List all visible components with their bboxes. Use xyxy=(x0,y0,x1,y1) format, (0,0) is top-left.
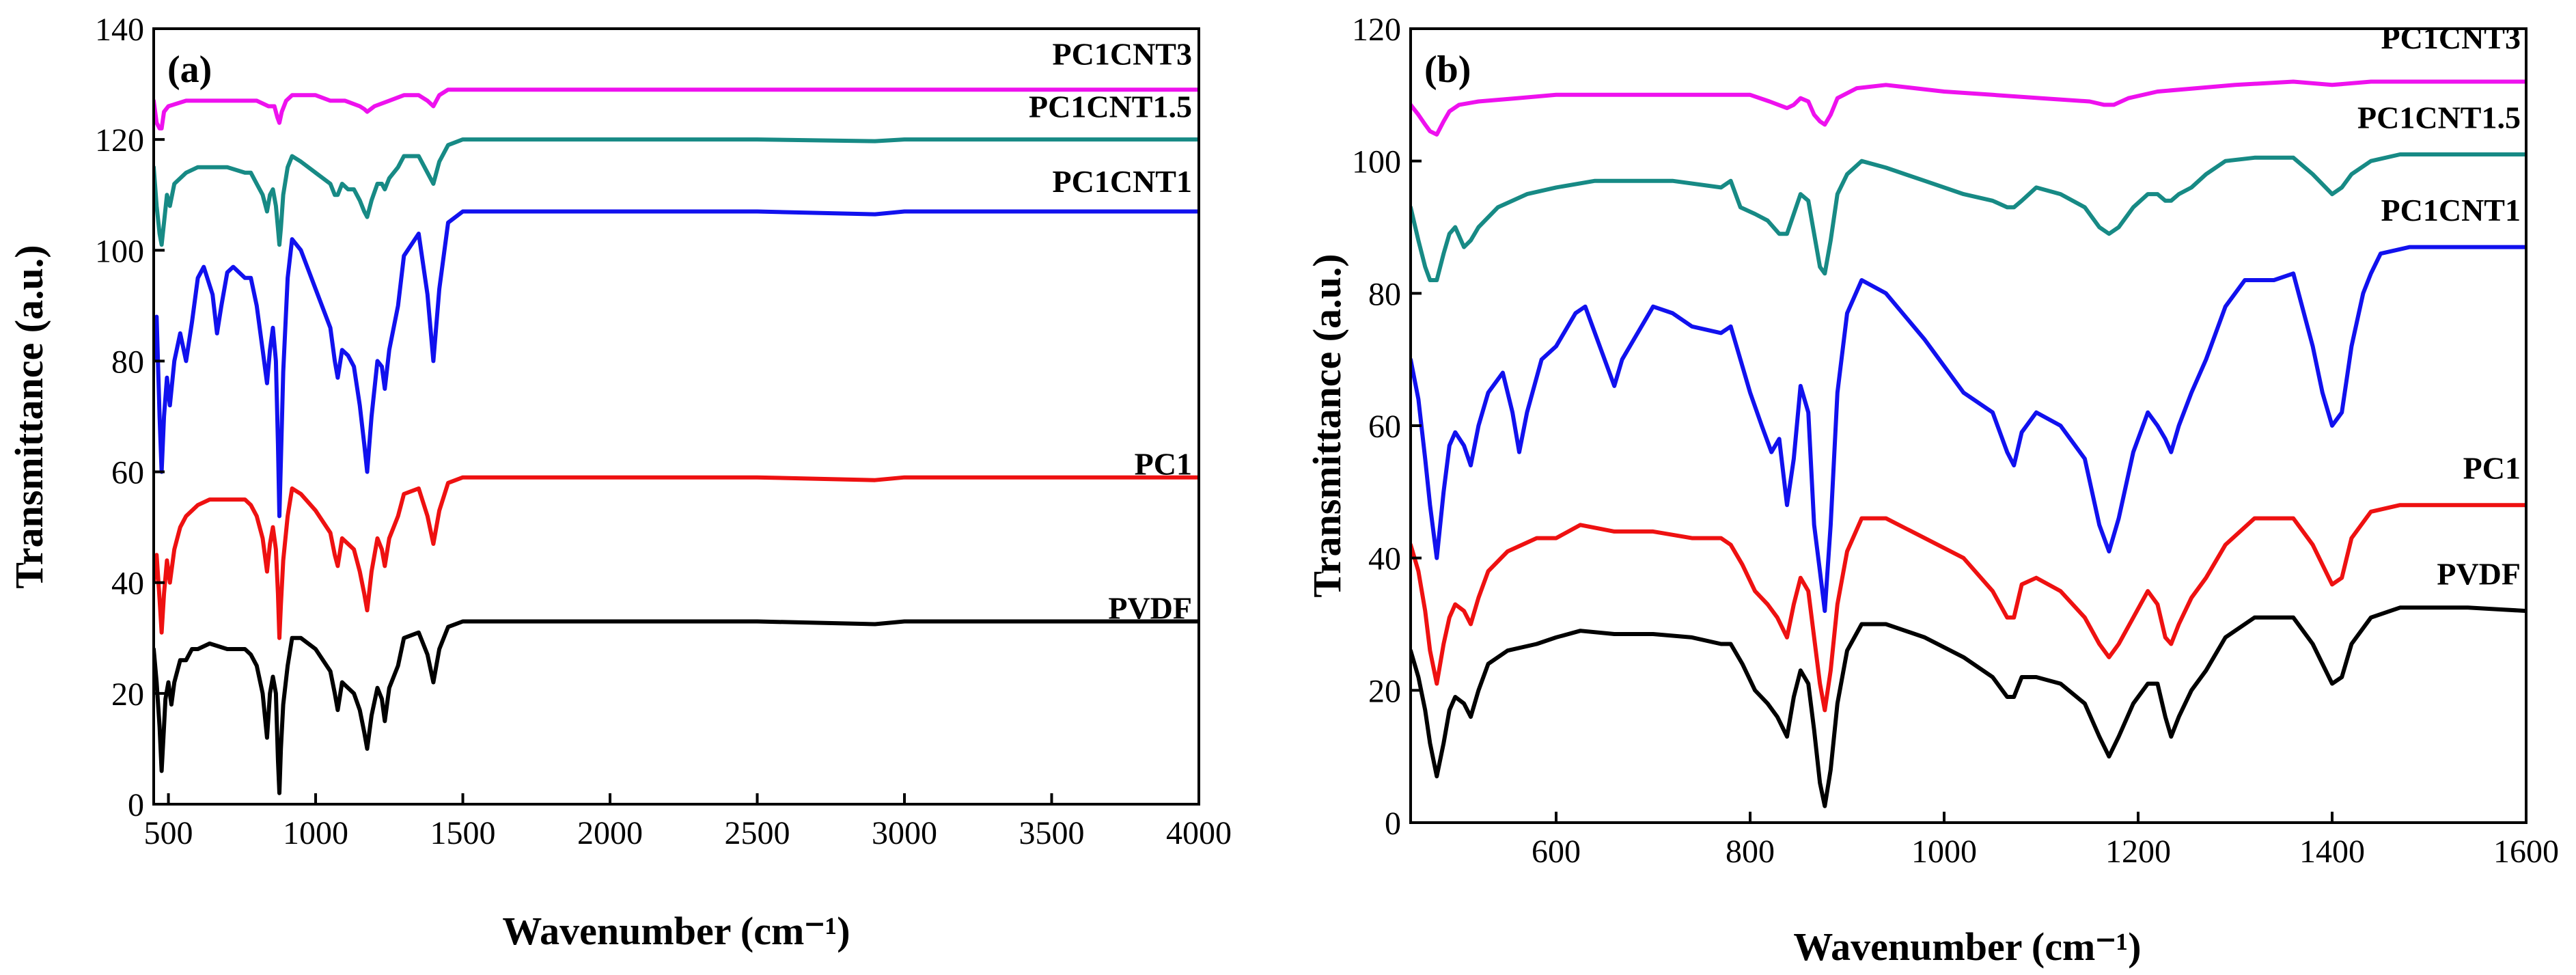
panel-a-series-label-pc1cnt1: PC1CNT1 xyxy=(1053,164,1192,199)
panel-b-series-label-pvdf: PVDF xyxy=(2437,556,2521,591)
panel-a-x-tick-label: 3000 xyxy=(872,815,937,851)
panel-b-x-axis-title: Wavenumber (cm⁻¹) xyxy=(1793,924,2141,969)
panel-a-series-lines xyxy=(154,87,1199,795)
panel-a-series-label-pc1cnt3: PC1CNT3 xyxy=(1053,37,1192,72)
panel-b-series-label-pc1cnt1: PC1CNT1 xyxy=(2381,193,2521,228)
panel-b-y-tick-label: 60 xyxy=(1368,409,1401,445)
panel-a-series-pvdf-line xyxy=(154,619,1199,795)
panel-b-plot-frame xyxy=(1409,27,2527,824)
panel-b-series-pc1cnt1-line xyxy=(1411,245,2526,614)
panel-a-x-tick-label: 4000 xyxy=(1166,815,1232,851)
panel-a-x-tick-label: 3500 xyxy=(1019,815,1085,851)
panel-b-x-tick-label: 1000 xyxy=(1911,834,1977,870)
panel-b-series-pvdf-line xyxy=(1411,605,2526,808)
panel-b-series-label-pc1cnt1-5: PC1CNT1.5 xyxy=(2357,100,2521,135)
panel-b-y-tick-label: 0 xyxy=(1385,806,1401,842)
panel-b-series-pc1cnt3-line xyxy=(1411,79,2526,137)
panel-a-x-tick-label: 1000 xyxy=(283,815,348,851)
panel-b-y-tick-label: 120 xyxy=(1352,12,1401,48)
panel-a-y-axis-title: Transmittance (a.u.) xyxy=(7,245,51,588)
panel-a-chart: 500 1000 1500 2000 2500 3000 3500 4000 0 20 40 60 8… xyxy=(7,12,1232,953)
panel-b-x-tick-label: 1400 xyxy=(2299,834,2365,870)
panel-b-x-tick-label: 1200 xyxy=(2105,834,2171,870)
panel-b-series-pc1-line xyxy=(1411,503,2526,713)
panel-a-y-tick-label: 140 xyxy=(95,12,144,48)
panel-a-x-tick-label: 2000 xyxy=(577,815,643,851)
panel-a-y-ticks: 0 20 40 60 80 100 120 140 xyxy=(95,12,165,823)
panel-a-series-label-pvdf: PVDF xyxy=(1108,590,1192,625)
panel-a-y-tick-label: 20 xyxy=(111,676,144,713)
panel-a-series-labels: PVDF PC1 PC1CNT1 PC1CNT1.5 PC1CNT3 xyxy=(1029,37,1192,626)
panel-a-series-pc1cnt1-5-line xyxy=(154,137,1199,247)
panel-a-series-pc1cnt1-line xyxy=(154,209,1199,519)
panel-a-x-ticks: 500 1000 1500 2000 2500 3000 3500 4000 xyxy=(144,793,1232,851)
panel-a-x-axis-title: Wavenumber (cm⁻¹) xyxy=(502,909,850,953)
panel-a-x-tick-label: 1500 xyxy=(430,815,496,851)
panel-a-series-pc1cnt3-line xyxy=(154,87,1199,131)
panel-b-series-pc1cnt1-5-line xyxy=(1411,152,2526,282)
panel-a-y-tick-label: 60 xyxy=(111,455,144,491)
panel-b-x-tick-label: 1600 xyxy=(2493,834,2559,870)
panel-a-y-tick-label: 40 xyxy=(111,566,144,602)
panel-b-series-label-pc1cnt3: PC1CNT3 xyxy=(2381,20,2521,55)
panel-b-chart: 600 800 1000 1200 1400 1600 0 20 40 60 80 100 120 P… xyxy=(1305,12,2559,969)
panel-b-x-tick-label: 800 xyxy=(1726,834,1775,870)
panel-b-y-ticks: 0 20 40 60 80 100 120 xyxy=(1352,12,1422,842)
panel-b-y-tick-label: 20 xyxy=(1368,673,1401,709)
panel-b-y-tick-label: 80 xyxy=(1368,276,1401,312)
panel-a-series-label-pc1cnt1-5: PC1CNT1.5 xyxy=(1029,90,1192,124)
panel-a-x-tick-label: 2500 xyxy=(725,815,790,851)
panel-b-y-tick-label: 40 xyxy=(1368,541,1401,577)
panel-a-series-label-pc1: PC1 xyxy=(1135,447,1192,482)
panel-a-y-tick-label: 80 xyxy=(111,344,144,380)
panel-b-label: (b) xyxy=(1424,49,1471,91)
panel-a-y-tick-label: 100 xyxy=(95,233,144,269)
panel-a-x-tick-label: 500 xyxy=(144,815,193,851)
panel-b-x-tick-label: 600 xyxy=(1532,834,1581,870)
panel-b-series-lines xyxy=(1411,79,2526,808)
panel-a-plot-frame xyxy=(152,27,1200,806)
panel-a-label: (a) xyxy=(167,49,212,91)
panel-a-y-tick-label: 120 xyxy=(95,122,144,159)
panel-a-y-tick-label: 0 xyxy=(128,787,144,823)
panel-b-series-label-pc1: PC1 xyxy=(2463,450,2521,485)
panel-b-y-tick-label: 100 xyxy=(1352,144,1401,180)
panel-b-x-ticks: 600 800 1000 1200 1400 1600 xyxy=(1532,812,2559,870)
panel-a-series-pc1-line xyxy=(154,475,1199,640)
panel-b-y-axis-title: Transmittance (a.u.) xyxy=(1305,253,1349,597)
panel-b-series-labels: PVDF PC1 PC1CNT1 PC1CNT1.5 PC1CNT3 xyxy=(2357,20,2521,591)
